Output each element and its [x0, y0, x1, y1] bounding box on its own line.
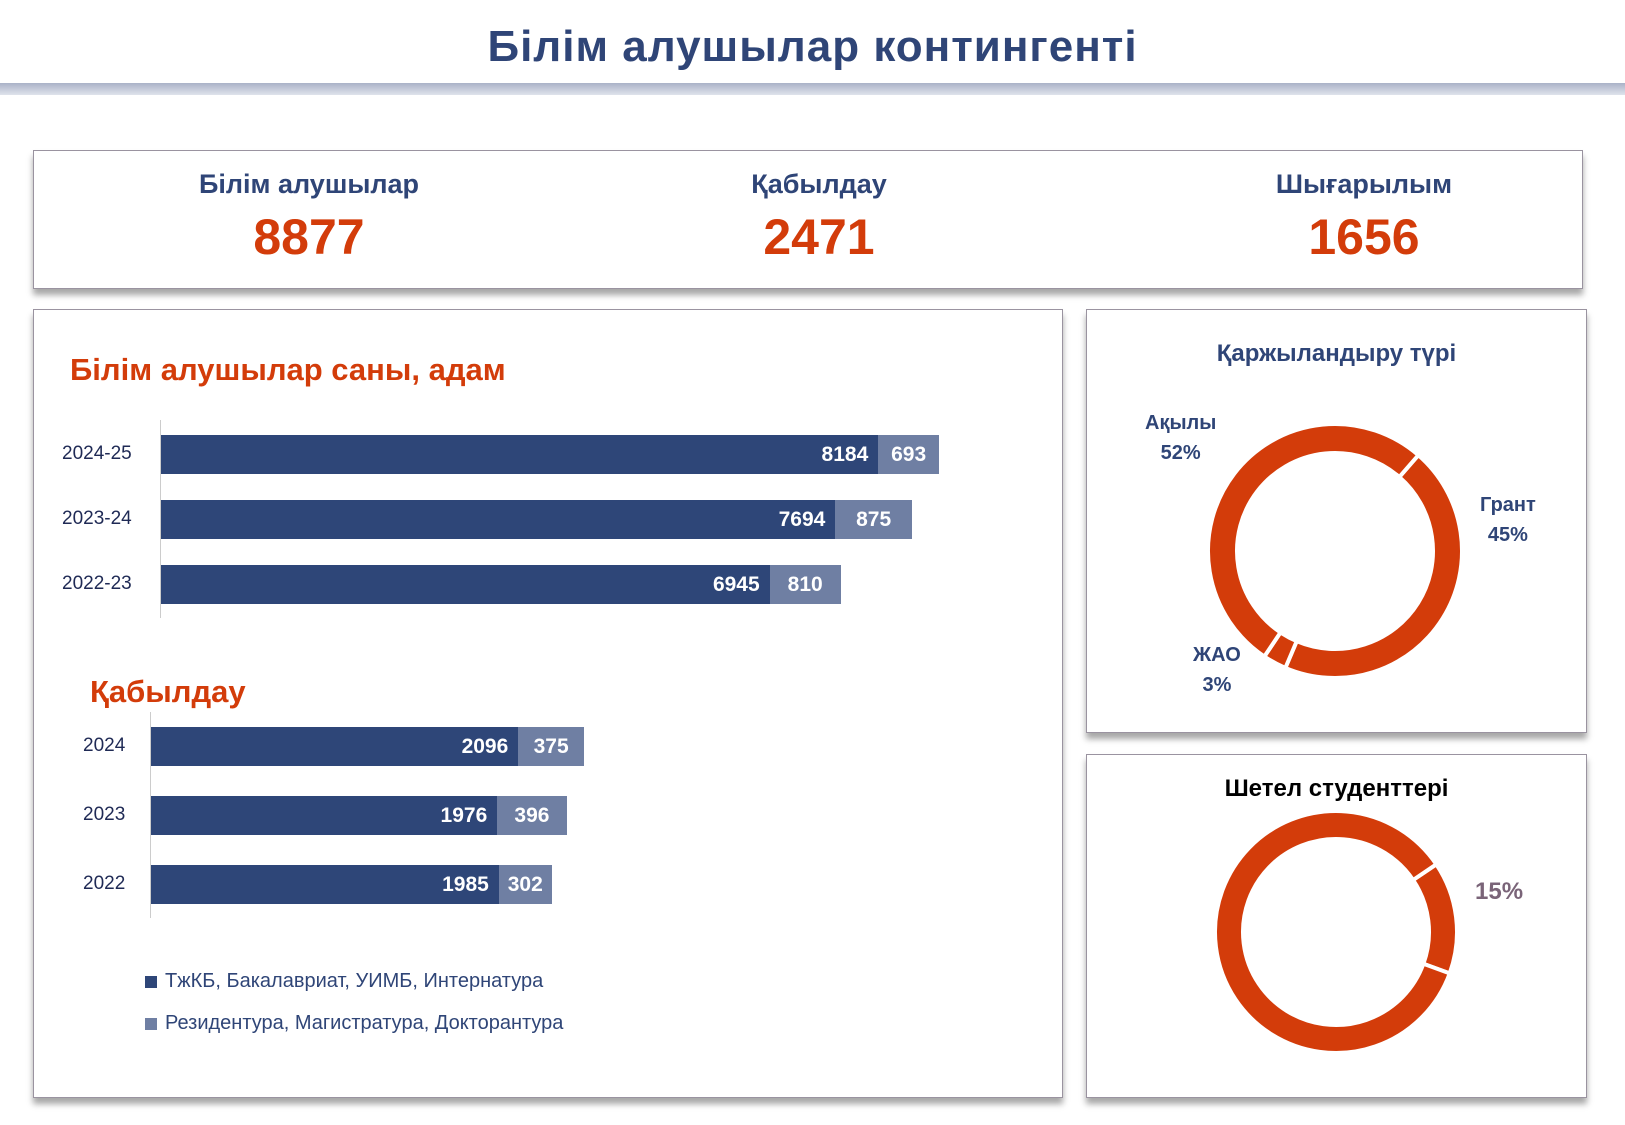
bar-segment-secondary: 875 — [835, 500, 912, 539]
bar-segment-primary: 8184 — [161, 435, 879, 474]
legend-item-primary: ТжКБ, Бакалавриат, УИМБ, Интернатура — [145, 970, 543, 993]
bar-segment-secondary: 693 — [878, 435, 939, 474]
label-zhao: ЖАО 3% — [1193, 640, 1241, 700]
donut-slice — [1282, 452, 1464, 680]
kpi-value: 8877 — [253, 209, 365, 265]
legend-swatch — [145, 975, 157, 988]
foreign-title: Шетел студенттері — [1224, 775, 1449, 802]
slice-name: Грант — [1480, 494, 1536, 516]
bar-value-label: 1985 — [442, 872, 489, 896]
bar-value-label: 2096 — [461, 734, 509, 758]
legend-label: ТжКБ, Бакалавриат, УИМБ, Интернатура — [165, 970, 544, 992]
kpi-label: Шығарылым — [1275, 169, 1453, 199]
kpi-students: Білім алушылар 8877 — [159, 169, 459, 266]
bar-value-label: 7694 — [778, 507, 826, 531]
bar-value-label: 302 — [507, 872, 543, 896]
label-foreign-pct: 15% — [1475, 878, 1524, 905]
kpi-value: 2471 — [763, 209, 875, 265]
slice-pct: 45% — [1487, 524, 1528, 546]
slice-name: Ақылы — [1145, 412, 1217, 434]
kpi-admission: Қабылдау 2471 — [669, 169, 969, 266]
legend-swatch — [145, 1017, 157, 1030]
bar-axis — [160, 420, 161, 618]
bar-value-label: 8184 — [821, 442, 869, 466]
chart-title-admission: Қабылдау — [90, 674, 246, 709]
category-label: 2024 — [83, 735, 126, 756]
donut-slice — [1213, 809, 1453, 1055]
page-title: Білім алушылар контингенті — [487, 22, 1138, 71]
label-akyly: Ақылы 52% — [1145, 408, 1216, 468]
bar-segment-primary: 2096 — [151, 727, 519, 766]
slice-pct: 52% — [1160, 442, 1201, 464]
kpi-graduates: Шығарылым 1656 — [1214, 169, 1514, 266]
bar-segment-secondary: 302 — [498, 865, 552, 904]
legend-label: Резидентура, Магистратура, Докторантура — [165, 1012, 564, 1034]
chart-title-students: Білім алушылар саны, адам — [70, 352, 506, 387]
bar-segment-secondary: 396 — [497, 796, 567, 835]
bar-axis — [150, 712, 151, 918]
category-label: 2024-25 — [62, 443, 132, 464]
kpi-panel: Білім алушылар 8877 Қабылдау 2471 Шығарылы… — [33, 150, 1583, 289]
category-label: 2022 — [83, 873, 126, 894]
bar-segment-primary: 7694 — [161, 500, 836, 539]
bar-segment-primary: 1985 — [151, 865, 499, 904]
category-label: 2023 — [83, 804, 126, 825]
bar-segment-secondary: 375 — [518, 727, 584, 766]
kpi-value: 1656 — [1308, 209, 1420, 265]
bar-segment-secondary: 810 — [769, 565, 841, 604]
funding-title: Қаржыландыру түрі — [1216, 340, 1457, 367]
category-label: 2022-23 — [62, 573, 132, 594]
kpi-label: Білім алушылар — [198, 169, 420, 199]
bar-segment-primary: 6945 — [161, 565, 770, 604]
label-grant: Грант 45% — [1480, 490, 1536, 550]
donut-slice — [1410, 861, 1459, 976]
bar-value-label: 1976 — [440, 803, 488, 827]
bar-value-label: 396 — [514, 803, 550, 827]
bar-value-label: 810 — [787, 572, 823, 596]
bar-value-label: 693 — [891, 442, 927, 466]
bar-value-label: 6945 — [712, 572, 760, 596]
slice-name: ЖАО — [1193, 644, 1241, 666]
slice-pct: 3% — [1202, 674, 1232, 696]
bar-value-label: 375 — [533, 734, 569, 758]
donut-slice — [1206, 422, 1422, 660]
kpi-label: Қабылдау — [751, 169, 887, 199]
legend-item-secondary: Резидентура, Магистратура, Докторантура — [145, 1012, 563, 1035]
bar-segment-primary: 1976 — [151, 796, 498, 835]
bar-value-label: 875 — [856, 507, 892, 531]
category-label: 2023-24 — [62, 508, 132, 529]
title-band — [0, 83, 1625, 95]
